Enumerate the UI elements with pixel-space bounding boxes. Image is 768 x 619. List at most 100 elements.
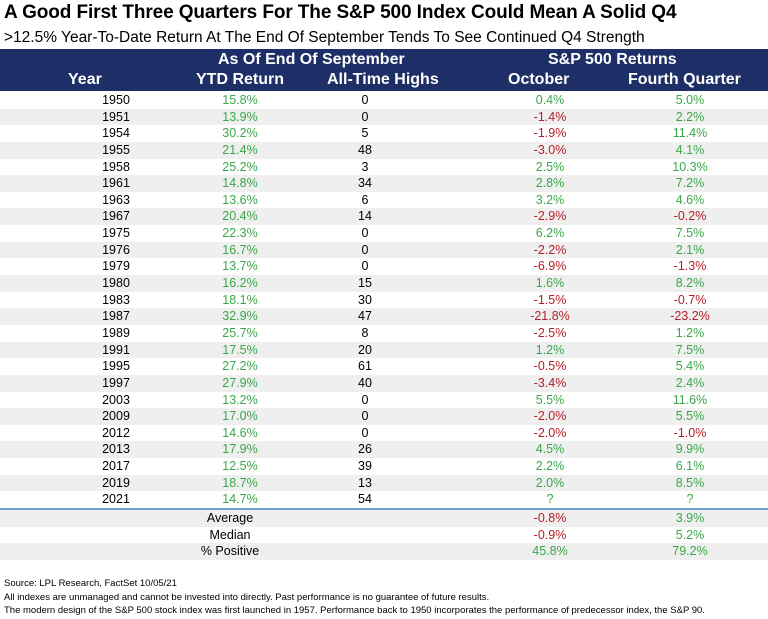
cell-fourth-quarter: 6.1% bbox=[675, 459, 705, 474]
cell-fourth-quarter: 2.1% bbox=[675, 242, 705, 257]
table-row: 1961 14.8% 34 2.8% 7.2% bbox=[0, 175, 768, 192]
cell-all-time-highs: 0 bbox=[361, 109, 369, 124]
cell-october: ? bbox=[546, 492, 554, 507]
header-col-year: Year bbox=[68, 71, 102, 88]
cell-ytd-return: 25.7% bbox=[222, 325, 258, 340]
header-col-q4: Fourth Quarter bbox=[628, 71, 741, 88]
cell-october: 2.5% bbox=[535, 159, 565, 174]
cell-october: -2.2% bbox=[533, 242, 567, 257]
cell-ytd-return: 17.0% bbox=[222, 409, 258, 424]
cell-fourth-quarter: 9.9% bbox=[675, 442, 705, 457]
summary-row: % Positive 45.8% 79.2% bbox=[0, 543, 768, 560]
cell-ytd-return: 30.2% bbox=[222, 126, 258, 141]
cell-october: -1.4% bbox=[533, 109, 567, 124]
cell-october: 5.5% bbox=[535, 392, 565, 407]
cell-year: 1987 bbox=[102, 309, 130, 324]
cell-ytd-return: 32.9% bbox=[222, 309, 258, 324]
cell-ytd-return: 14.7% bbox=[222, 492, 258, 507]
cell-all-time-highs: 30 bbox=[358, 292, 372, 307]
cell-ytd-return: 22.3% bbox=[222, 226, 258, 241]
table-row: 1963 13.6% 6 3.2% 4.6% bbox=[0, 192, 768, 209]
cell-october: 0.4% bbox=[535, 93, 565, 107]
cell-all-time-highs: 40 bbox=[358, 375, 372, 390]
cell-year: 2021 bbox=[102, 492, 130, 507]
cell-ytd-return: 20.4% bbox=[222, 209, 258, 224]
table-row: 1954 30.2% 5 -1.9% 11.4% bbox=[0, 125, 768, 142]
cell-ytd-return: 13.6% bbox=[222, 192, 258, 207]
summary-label: Average bbox=[206, 511, 254, 526]
cell-all-time-highs: 0 bbox=[361, 409, 369, 424]
cell-all-time-highs: 0 bbox=[361, 93, 369, 107]
cell-ytd-return: 13.9% bbox=[222, 109, 258, 124]
cell-all-time-highs: 0 bbox=[361, 392, 369, 407]
cell-all-time-highs: 5 bbox=[361, 126, 369, 141]
cell-october: -1.9% bbox=[533, 126, 567, 141]
cell-october: -2.9% bbox=[533, 209, 567, 224]
summary-row: Average -0.8% 3.9% bbox=[0, 510, 768, 527]
cell-all-time-highs: 48 bbox=[358, 142, 372, 157]
cell-year: 1975 bbox=[102, 226, 130, 241]
cell-fourth-quarter: ? bbox=[686, 492, 694, 507]
cell-year: 2009 bbox=[102, 409, 130, 424]
table-row: 1979 13.7% 0 -6.9% -1.3% bbox=[0, 258, 768, 275]
cell-fourth-quarter: 4.6% bbox=[675, 192, 705, 207]
cell-year: 1980 bbox=[102, 276, 130, 291]
cell-all-time-highs: 47 bbox=[358, 309, 372, 324]
cell-all-time-highs: 8 bbox=[361, 325, 369, 340]
chart-subtitle: >12.5% Year-To-Date Return At The End Of… bbox=[4, 29, 645, 46]
cell-october: -2.0% bbox=[533, 409, 567, 424]
cell-fourth-quarter: 11.6% bbox=[672, 392, 708, 407]
table-row: 2003 13.2% 0 5.5% 11.6% bbox=[0, 392, 768, 409]
cell-year: 1997 bbox=[102, 375, 130, 390]
summary-label: % Positive bbox=[200, 544, 260, 559]
cell-fourth-quarter: 8.2% bbox=[675, 276, 705, 291]
cell-year: 1967 bbox=[102, 209, 130, 224]
cell-year: 1961 bbox=[102, 176, 130, 191]
chart-title: A Good First Three Quarters For The S&P … bbox=[4, 2, 677, 23]
cell-year: 2017 bbox=[102, 459, 130, 474]
cell-fourth-quarter: -1.3% bbox=[673, 259, 707, 274]
cell-october: -6.9% bbox=[533, 259, 567, 274]
cell-ytd-return: 18.7% bbox=[222, 475, 258, 490]
cell-year: 1963 bbox=[102, 192, 130, 207]
cell-fourth-quarter: 11.4% bbox=[672, 126, 708, 141]
cell-ytd-return: 15.8% bbox=[222, 93, 258, 107]
table-row: 1976 16.7% 0 -2.2% 2.1% bbox=[0, 241, 768, 259]
cell-all-time-highs: 0 bbox=[361, 259, 369, 274]
cell-all-time-highs: 0 bbox=[361, 226, 369, 241]
cell-ytd-return: 13.7% bbox=[222, 259, 258, 274]
cell-october: 4.5% bbox=[535, 442, 565, 457]
cell-october: 2.0% bbox=[535, 475, 565, 490]
summary-label: Median bbox=[209, 527, 251, 542]
summary-fourth-quarter: 3.9% bbox=[675, 511, 705, 526]
table-row: 2019 18.7% 13 2.0% 8.5% bbox=[0, 474, 768, 492]
cell-year: 1979 bbox=[102, 259, 130, 274]
cell-october: -3.4% bbox=[533, 375, 567, 390]
cell-ytd-return: 27.9% bbox=[222, 375, 258, 390]
cell-ytd-return: 18.1% bbox=[222, 292, 258, 307]
cell-year: 1989 bbox=[102, 325, 130, 340]
data-table: 1950 15.8% 0 0.4% 5.0% 1951 13.9% 0 -1.4% 2.2% 195… bbox=[0, 92, 768, 560]
cell-year: 1983 bbox=[102, 292, 130, 307]
cell-october: -21.8% bbox=[530, 309, 570, 324]
cell-october: 6.2% bbox=[535, 226, 565, 241]
header-group-left: As Of End Of September bbox=[218, 51, 405, 68]
cell-ytd-return: 17.5% bbox=[222, 342, 258, 357]
cell-all-time-highs: 39 bbox=[358, 459, 372, 474]
summary-separator bbox=[0, 508, 768, 511]
cell-all-time-highs: 13 bbox=[358, 475, 372, 490]
table-row: 1950 15.8% 0 0.4% 5.0% bbox=[0, 92, 768, 109]
cell-year: 1976 bbox=[102, 242, 130, 257]
cell-fourth-quarter: 8.5% bbox=[675, 475, 705, 490]
table-row: 1983 18.1% 30 -1.5% -0.7% bbox=[0, 292, 768, 309]
cell-year: 1995 bbox=[102, 359, 130, 374]
cell-year: 1958 bbox=[102, 159, 130, 174]
cell-ytd-return: 14.6% bbox=[222, 425, 258, 440]
cell-all-time-highs: 15 bbox=[358, 276, 372, 291]
summary-october: -0.9% bbox=[533, 527, 567, 542]
cell-october: -2.5% bbox=[533, 325, 567, 340]
cell-october: -3.0% bbox=[533, 142, 567, 157]
cell-fourth-quarter: 5.0% bbox=[675, 93, 705, 107]
summary-row: Median -0.9% 5.2% bbox=[0, 527, 768, 544]
table-row: 1989 25.7% 8 -2.5% 1.2% bbox=[0, 325, 768, 342]
